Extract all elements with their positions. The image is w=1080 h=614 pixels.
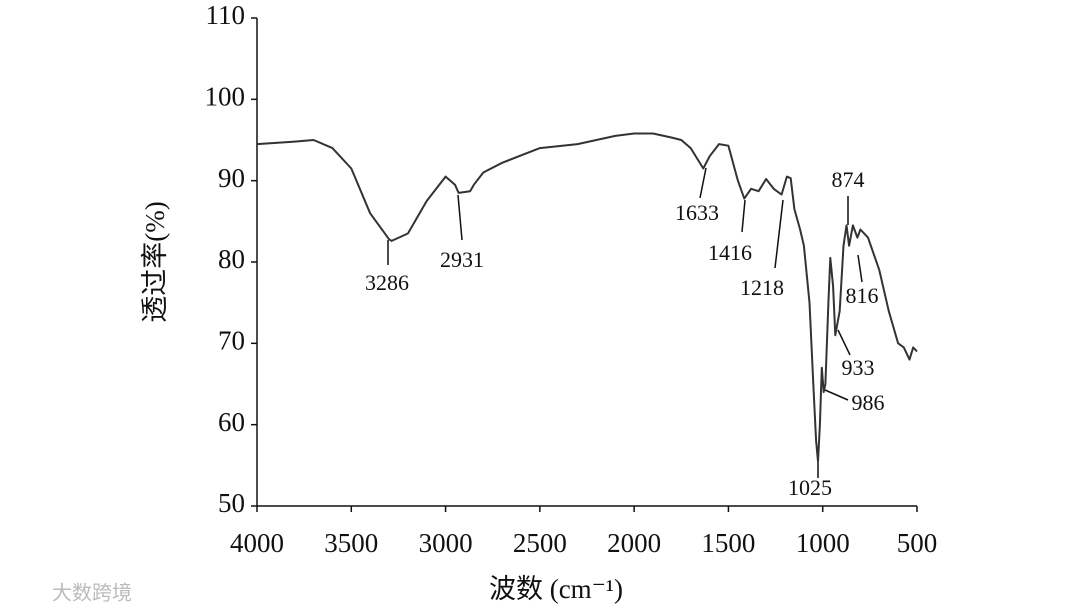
annotation-leader <box>824 389 849 401</box>
annotation-leader <box>857 254 863 283</box>
spectrum-line <box>256 132 918 463</box>
annotation: 986 <box>852 390 885 415</box>
annotation: 874 <box>832 167 865 192</box>
y-tick-label: 50 <box>218 488 245 518</box>
y-tick-label: 60 <box>218 407 245 437</box>
y-tick-label: 90 <box>218 163 245 193</box>
x-tick-label: 1000 <box>796 528 850 558</box>
annotation: 1218 <box>740 275 784 300</box>
annotation-leader <box>774 199 784 269</box>
x-tick-label: 1500 <box>701 528 755 558</box>
x-tick-label: 2500 <box>513 528 567 558</box>
x-tick-label: 4000 <box>230 528 284 558</box>
x-tick-label: 2000 <box>607 528 661 558</box>
x-axis-label: 波数 (cm⁻¹) <box>489 574 623 604</box>
y-tick-label: 70 <box>218 326 245 356</box>
annotation: 2931 <box>440 247 484 272</box>
annotation: 1416 <box>708 240 752 265</box>
annotation-leader <box>699 167 707 199</box>
x-tick-label: 500 <box>897 528 938 558</box>
y-tick-label: 80 <box>218 244 245 274</box>
annotation: 933 <box>842 355 875 380</box>
annotation: 1633 <box>675 200 719 225</box>
y-tick-label: 110 <box>206 0 246 30</box>
y-tick-label: 100 <box>205 82 246 112</box>
watermark: 大数跨境 <box>52 581 132 605</box>
annotation-leader <box>457 194 463 241</box>
annotation-leader <box>837 329 851 356</box>
annotation: 816 <box>846 283 879 308</box>
annotation: 1025 <box>788 475 832 500</box>
x-tick-label: 3500 <box>324 528 378 558</box>
x-tick-label: 3000 <box>419 528 473 558</box>
annotation: 3286 <box>365 270 409 295</box>
annotation-leader <box>741 199 746 233</box>
y-axis-label: 透过率(%) <box>140 201 170 322</box>
